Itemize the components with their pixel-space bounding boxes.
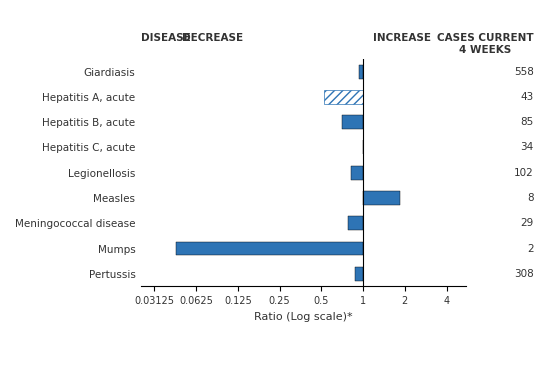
Text: 2: 2: [527, 243, 534, 254]
Text: INCREASE: INCREASE: [373, 33, 432, 43]
Text: 8: 8: [527, 193, 534, 203]
Bar: [342, 115, 363, 129]
Bar: [359, 65, 363, 79]
Bar: [348, 216, 363, 230]
Bar: [324, 90, 363, 104]
X-axis label: Ratio (Log scale)*: Ratio (Log scale)*: [254, 312, 353, 322]
Bar: [177, 242, 363, 255]
Bar: [351, 166, 363, 180]
Text: DECREASE: DECREASE: [182, 33, 243, 43]
Text: 29: 29: [520, 218, 534, 228]
Text: CASES CURRENT
4 WEEKS: CASES CURRENT 4 WEEKS: [437, 33, 534, 55]
Text: 43: 43: [520, 92, 534, 102]
Text: DISEASE: DISEASE: [141, 33, 191, 43]
Bar: [356, 267, 363, 281]
Text: 34: 34: [520, 142, 534, 152]
Text: 558: 558: [514, 67, 534, 76]
Text: 85: 85: [520, 117, 534, 127]
Bar: [363, 191, 400, 205]
Text: 308: 308: [514, 269, 534, 279]
Text: 102: 102: [514, 168, 534, 178]
